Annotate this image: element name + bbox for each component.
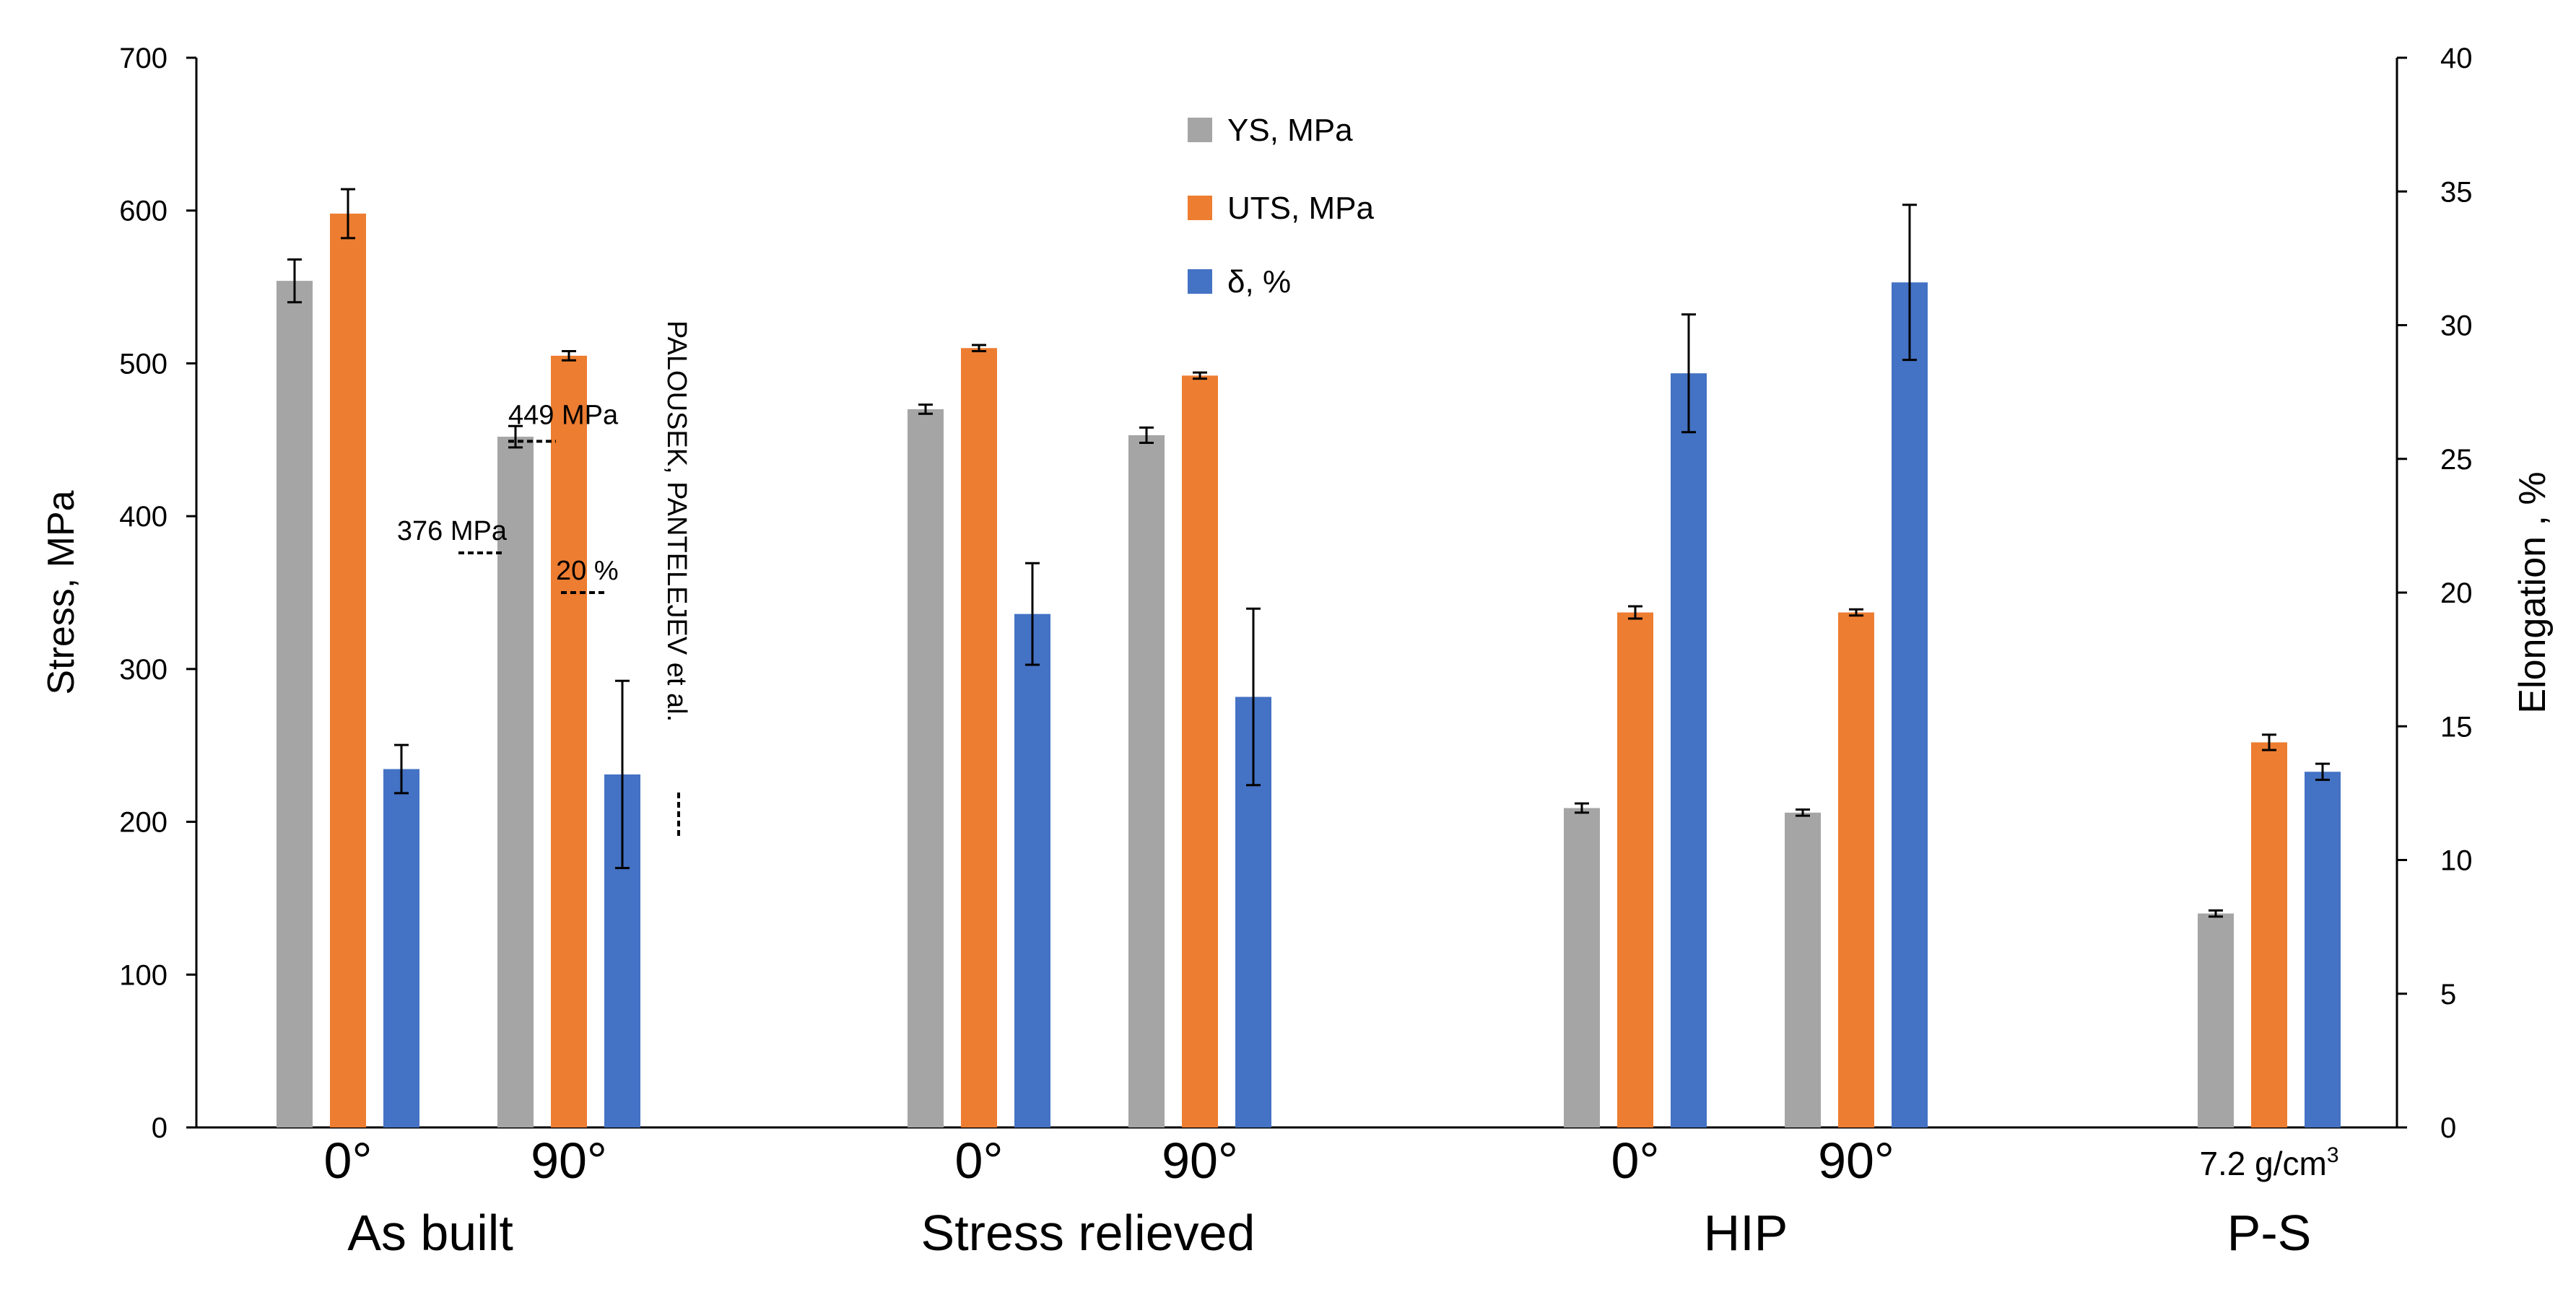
right-tick-label: 15 [2440,711,2473,743]
subgroup-label: 0° [324,1132,373,1189]
legend-label-uts: UTS, MPa [1227,191,1374,226]
right-tick-label: 5 [2440,979,2456,1011]
group-label: Stress relieved [921,1205,1256,1261]
left-tick-label: 300 [119,654,167,686]
bar-elong [383,769,419,1127]
bar-uts [1617,612,1653,1127]
right-tick-label: 40 [2440,43,2473,74]
right-tick-label: 35 [2440,176,2473,208]
left-tick-label: 0 [152,1112,167,1144]
legend-label-ys: YS, MPa [1227,113,1353,148]
left-tick-label: 500 [119,348,167,380]
bar-ys [1785,812,1821,1127]
y2-axis-title: Elongation , % [2512,471,2554,713]
subgroup-label: 0° [955,1132,1004,1189]
bar-elong [2305,772,2341,1127]
bar-uts [1838,612,1874,1127]
bar-elong [1014,614,1050,1127]
left-tick-label: 600 [119,196,167,227]
bars [277,213,2341,1128]
bar-uts [2251,742,2287,1127]
y-axis-title: Stress, MPa [40,490,82,694]
left-tick-label: 700 [119,43,167,74]
bar-ys [2198,913,2234,1127]
subgroup-label: 90° [531,1132,607,1189]
bar-elong [1892,282,1928,1128]
subgroup-label-sup: 3 [2327,1143,2339,1167]
reference-annotations: 449 MPa 376 MPa 20 % PALOUSEK, PANTELEJEV e… [397,320,692,837]
legend-swatch-elong [1188,269,1212,294]
error-bars [287,188,2330,918]
reference-value-label: 20 % [556,556,619,586]
legend-swatch-uts [1188,196,1212,220]
subgroup-label: 90° [1818,1132,1894,1189]
right-tick-label: 10 [2440,845,2473,877]
group-label: P-S [2227,1205,2312,1261]
subgroup-label: 7.2 g/cm3 [2199,1143,2338,1182]
right-tick-label: 30 [2440,310,2473,342]
bar-ys [1128,435,1165,1127]
right-tick-label: 0 [2440,1112,2456,1144]
reference-value-label: 449 MPa [508,400,619,430]
left-tick-label: 200 [119,807,167,839]
right-tick-label: 20 [2440,577,2473,609]
right-tick-label: 25 [2440,444,2473,476]
bar-ys [277,281,313,1128]
group-label: As built [347,1205,513,1261]
legend-label-elong: δ, % [1227,264,1291,300]
subgroup-label: 0° [1611,1132,1660,1189]
left-tick-label: 400 [119,501,167,533]
category-labels: 0° 90° As built 0° 90° Stress relieved 0° 90° HI… [324,1132,2339,1261]
bar-uts [330,213,366,1127]
reference-source-label: PALOUSEK, PANTELEJEV et al. [661,320,692,722]
subgroup-label-text: 7.2 g/cm [2199,1145,2326,1182]
bar-ys [1564,808,1600,1127]
reference-value-label: 376 MPa [397,516,508,546]
subgroup-label: 90° [1162,1132,1238,1189]
bar-elong [1671,373,1707,1128]
group-label: HIP [1704,1205,1788,1261]
bar-ys [497,437,534,1127]
bar-uts [1182,375,1218,1127]
bar-uts [961,348,997,1128]
bar-ys [908,409,944,1127]
legend: YS, MPa UTS, MPa δ, % [1188,113,1374,300]
left-tick-label: 100 [119,959,167,991]
bar-uts [551,355,587,1127]
legend-swatch-ys [1188,118,1212,142]
